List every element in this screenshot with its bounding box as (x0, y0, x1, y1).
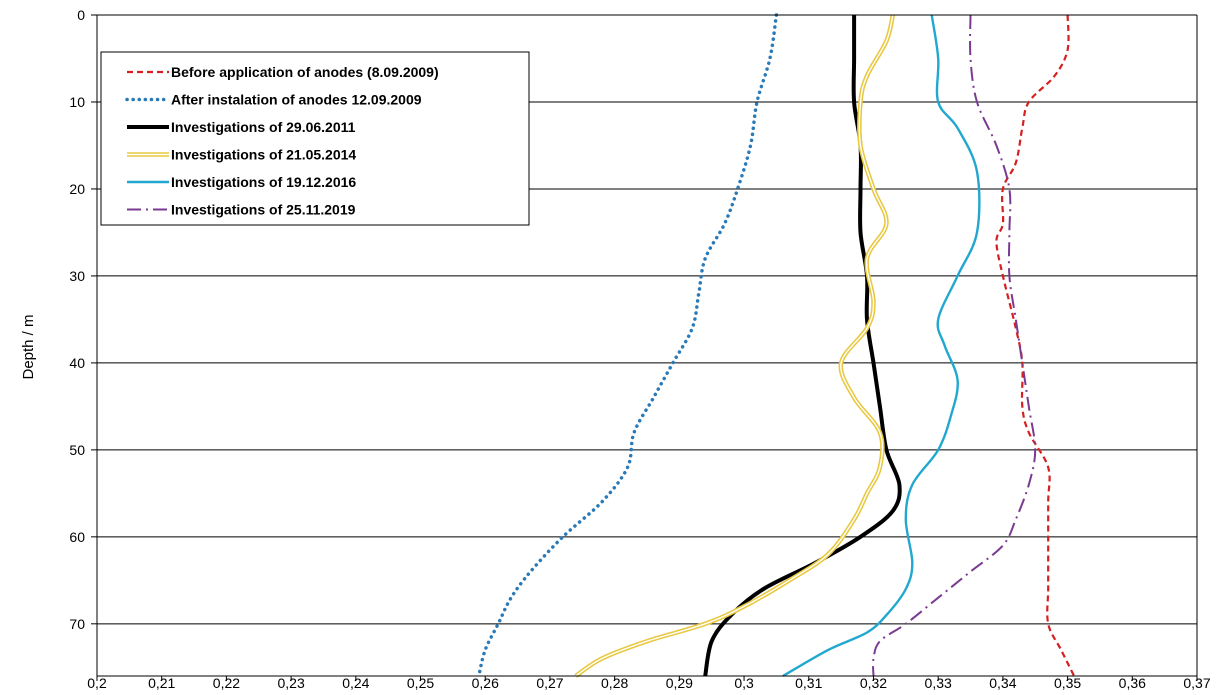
y-tick-label-4: 40 (69, 355, 85, 371)
legend-label-0: Before application of anodes (8.09.2009) (171, 64, 439, 80)
x-tick-label-8: 0,28 (601, 675, 628, 691)
x-tick-label-4: 0,24 (342, 675, 369, 691)
series-line-0 (995, 14, 1076, 677)
y-tick-label-1: 10 (69, 94, 85, 110)
x-tick-label-7: 0,27 (536, 675, 563, 691)
legend-entry-3: Investigations of 21.05.2014 (127, 147, 356, 163)
legend-entry-2: Investigations of 29.06.2011 (127, 119, 356, 135)
x-tick-label-14: 0,34 (989, 675, 1016, 691)
y-axis-title: Depth / m (20, 314, 37, 379)
legend-entry-0: Before application of anodes (8.09.2009) (127, 64, 439, 80)
series-layer (477, 13, 1076, 678)
legend-label-3: Investigations of 21.05.2014 (171, 147, 356, 163)
series-line-3 (574, 14, 896, 678)
x-tick-label-12: 0,32 (860, 675, 887, 691)
series-4 (782, 14, 981, 678)
y-tick-label-0: 0 (77, 7, 85, 23)
series-line-4 (782, 14, 981, 678)
axes-layer: 0,2 0,21 0,22 0,23 0,24 0,25 0,26 0,27 0,28 0,29 0… (69, 7, 1210, 691)
legend-entry-4: Investigations of 19.12.2016 (127, 174, 356, 190)
legend: Before application of anodes (8.09.2009)… (100, 51, 530, 226)
x-tick-label-9: 0,29 (666, 675, 693, 691)
legend-label-4: Investigations of 19.12.2016 (171, 174, 356, 190)
series-line-5 (872, 14, 1037, 677)
series-2 (703, 15, 902, 677)
series-3 (574, 14, 896, 678)
x-tick-label-0: 0,2 (87, 675, 107, 691)
x-tick-label-13: 0,33 (925, 675, 952, 691)
legend-label-5: Investigations of 25.11.2019 (171, 202, 356, 218)
y-tick-label-7: 70 (69, 616, 85, 632)
legend-entry-5: Investigations of 25.11.2019 (127, 202, 356, 218)
series-line-3-inner (575, 14, 894, 677)
x-tick-label-16: 0,36 (1119, 675, 1146, 691)
series-5 (872, 14, 1037, 677)
y-tick-label-2: 20 (69, 181, 85, 197)
x-tick-label-2: 0,22 (213, 675, 240, 691)
y-tick-label-3: 30 (69, 268, 85, 284)
series-line-2 (703, 15, 902, 677)
y-tick-label-5: 50 (69, 442, 85, 458)
legend-label-2: Investigations of 29.06.2011 (171, 119, 356, 135)
x-tick-label-15: 0,35 (1054, 675, 1081, 691)
legend-entry-1: After instalation of anodes 12.09.2009 (125, 92, 422, 108)
y-tick-label-6: 60 (69, 529, 85, 545)
x-tick-label-6: 0,26 (472, 675, 499, 691)
x-tick-label-1: 0,21 (148, 675, 175, 691)
x-tick-label-11: 0,31 (795, 675, 822, 691)
x-tick-label-3: 0,23 (277, 675, 304, 691)
legend-label-1: After instalation of anodes 12.09.2009 (171, 92, 422, 108)
x-tick-label-5: 0,25 (407, 675, 434, 691)
x-tick-label-17: 0,37 (1183, 675, 1210, 691)
x-tick-label-10: 0,3 (734, 675, 754, 691)
series-0 (995, 14, 1076, 677)
legend-box (100, 51, 530, 226)
